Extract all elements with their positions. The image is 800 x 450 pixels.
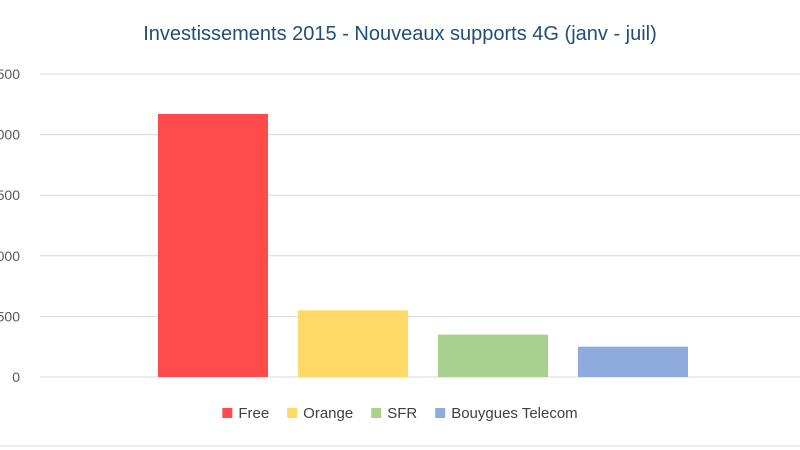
bar-bouygues-telecom [578,346,688,377]
bar-sfr [438,334,548,377]
legend-label-free: Free [238,405,269,422]
legend-label-sfr: SFR [387,405,417,422]
legend-swatch-bouygues-telecom [435,408,446,418]
y-tick-label: 1500 [0,187,20,203]
legend-swatch-sfr [371,408,382,418]
legend: Free Orange SFR Bouygues Telecom [222,405,578,422]
y-axis-ticks: 0 500 1000 1500 2000 2500 [0,66,20,385]
gridlines [40,73,800,378]
legend-swatch-free [222,408,233,418]
y-tick-label: 1000 [0,248,20,264]
bars [158,113,688,377]
chart-title: Investissements 2015 - Nouveaux supports… [143,23,657,45]
legend-label-bouygues-telecom: Bouygues Telecom [451,405,577,422]
y-tick-label: 2500 [0,66,20,82]
bar-orange [298,310,408,377]
legend-label-orange: Orange [303,405,353,422]
y-tick-label: 0 [12,369,20,385]
legend-swatch-orange [287,408,298,418]
bar-free [158,113,268,377]
y-tick-label: 2000 [0,127,20,143]
y-tick-label: 500 [0,308,20,324]
